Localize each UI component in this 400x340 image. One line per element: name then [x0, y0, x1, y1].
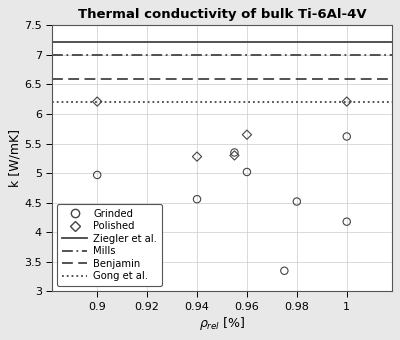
Point	[294, 199, 300, 204]
Point	[231, 150, 238, 155]
Point	[231, 153, 238, 158]
Point	[94, 99, 100, 104]
Point	[194, 154, 200, 159]
Title: Thermal conductivity of bulk Ti-6Al-4V: Thermal conductivity of bulk Ti-6Al-4V	[78, 8, 366, 21]
Point	[344, 99, 350, 104]
Point	[281, 268, 288, 273]
Point	[344, 134, 350, 139]
Y-axis label: k [W/mK]: k [W/mK]	[8, 130, 21, 187]
Point	[244, 169, 250, 175]
Point	[94, 172, 100, 178]
X-axis label: $\rho_{rel}$ [%]: $\rho_{rel}$ [%]	[199, 314, 245, 332]
Legend: Grinded, Polished, Ziegler et al., Mills, Benjamin, Gong et al.: Grinded, Polished, Ziegler et al., Mills…	[57, 204, 162, 287]
Point	[244, 132, 250, 137]
Point	[194, 197, 200, 202]
Point	[344, 219, 350, 224]
